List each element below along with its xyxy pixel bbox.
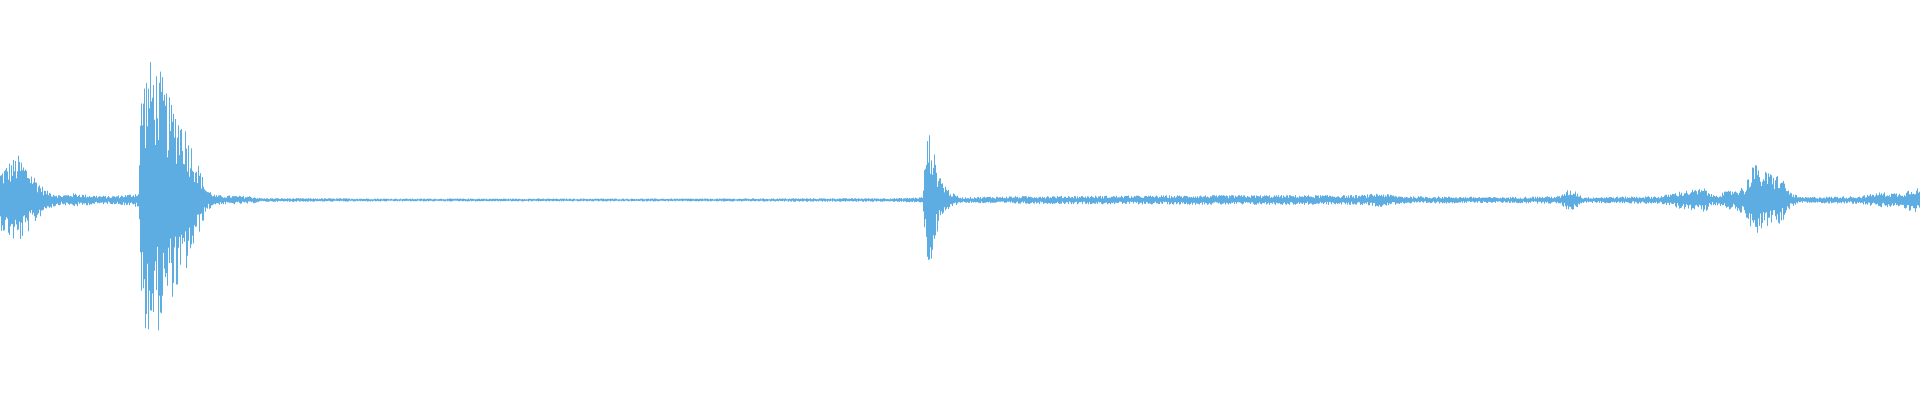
waveform-path [0, 62, 1920, 331]
